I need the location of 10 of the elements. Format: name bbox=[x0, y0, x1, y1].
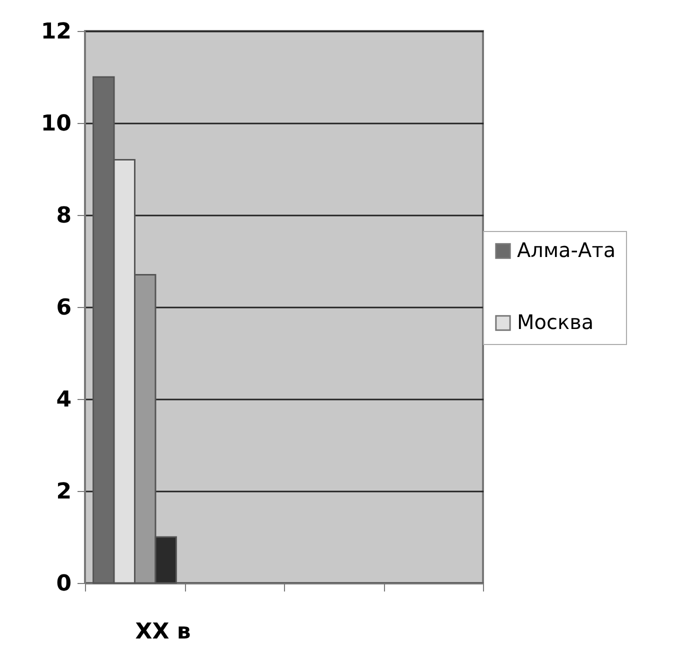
y-tick-label: 12 bbox=[40, 20, 72, 44]
y-tick-label: 10 bbox=[40, 112, 72, 136]
y-tick-label: 6 bbox=[56, 296, 72, 320]
y-tick-label: 8 bbox=[56, 204, 72, 228]
y-tick-label: 0 bbox=[56, 572, 72, 596]
y-tick-label: 4 bbox=[56, 388, 72, 412]
legend-label: Алма-Ата bbox=[517, 238, 616, 262]
x-tick-label: XX в bbox=[135, 620, 191, 644]
y-tick-label: 2 bbox=[56, 480, 72, 504]
legend-label: Москва bbox=[517, 310, 594, 334]
